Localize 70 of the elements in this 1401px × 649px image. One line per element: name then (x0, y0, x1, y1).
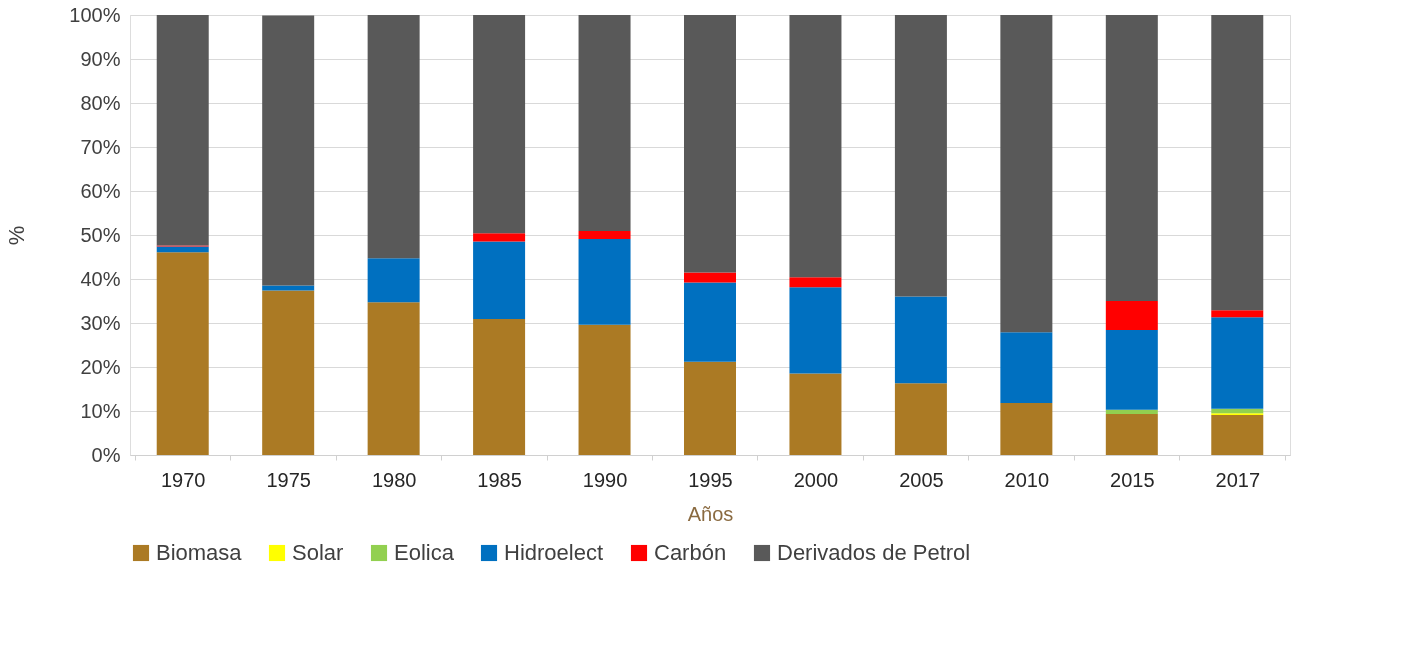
y-tick-label: 90% (80, 47, 121, 70)
bar (684, 15, 736, 273)
bar (578, 15, 631, 232)
bar (578, 238, 631, 325)
bar (789, 277, 842, 288)
bar (789, 15, 842, 278)
bar (1105, 301, 1158, 331)
legend-label: Solar (292, 540, 344, 565)
bar (156, 246, 209, 253)
y-tick-label: 80% (80, 91, 121, 114)
x-tick-label: 2000 (793, 468, 839, 491)
bar (1211, 317, 1264, 409)
bar (1211, 414, 1264, 455)
x-axis-title: Años (687, 502, 734, 525)
bar (1211, 310, 1264, 318)
x-tick-label: 2005 (899, 468, 944, 491)
bar (578, 324, 631, 455)
bar (1105, 409, 1158, 415)
bar (1105, 414, 1158, 455)
x-tick-label: 1995 (688, 468, 733, 491)
bar (473, 15, 526, 234)
legend-label: Hidroelect (504, 540, 604, 565)
y-tick-label: 30% (80, 311, 121, 334)
bar (684, 361, 736, 455)
x-tick-label: 1970 (160, 468, 206, 491)
legend-label: Biomasa (156, 540, 243, 565)
y-tick-label: 20% (80, 355, 121, 378)
bar (894, 383, 947, 455)
y-tick-label: 100% (69, 3, 121, 26)
x-tick-label: 2015 (1110, 468, 1155, 491)
bar (367, 15, 420, 259)
bar (789, 373, 842, 455)
bar (684, 282, 736, 362)
bar (473, 319, 526, 455)
y-axis-title: % (4, 225, 30, 246)
bar (1000, 15, 1053, 333)
bar (473, 233, 526, 242)
x-tick-label: 2010 (1004, 468, 1050, 491)
bar (1211, 408, 1264, 414)
x-tick-label: 1980 (371, 468, 417, 491)
bar (1000, 332, 1053, 404)
bar (367, 258, 420, 303)
legend-label: Carbón (654, 540, 727, 565)
y-tick-label: 40% (80, 267, 121, 290)
y-tick-label: 70% (80, 135, 121, 158)
bar (156, 252, 209, 455)
legend-label: Derivados de Petrol (777, 540, 971, 565)
bar (894, 296, 947, 384)
y-tick-label: 50% (80, 223, 121, 246)
bar (1105, 330, 1158, 410)
bar (1105, 15, 1158, 301)
bar (262, 290, 315, 455)
x-tick-label: 1975 (266, 468, 311, 491)
bar (789, 287, 842, 374)
bar (578, 231, 631, 239)
bar (1211, 15, 1264, 311)
y-tick-label: 10% (80, 399, 121, 422)
legend-label: Eolica (394, 540, 455, 565)
bar (1000, 403, 1053, 455)
x-tick-label: 1985 (477, 468, 522, 491)
bar (156, 15, 209, 246)
y-tick-label: 0% (91, 443, 121, 466)
x-tick-label: 1990 (582, 468, 628, 491)
bar (262, 15, 315, 286)
bar (684, 272, 736, 283)
bar (367, 302, 420, 455)
bar (894, 15, 947, 297)
x-tick-label: 2017 (1215, 468, 1261, 491)
bar (473, 241, 526, 320)
y-tick-label: 60% (80, 179, 121, 202)
